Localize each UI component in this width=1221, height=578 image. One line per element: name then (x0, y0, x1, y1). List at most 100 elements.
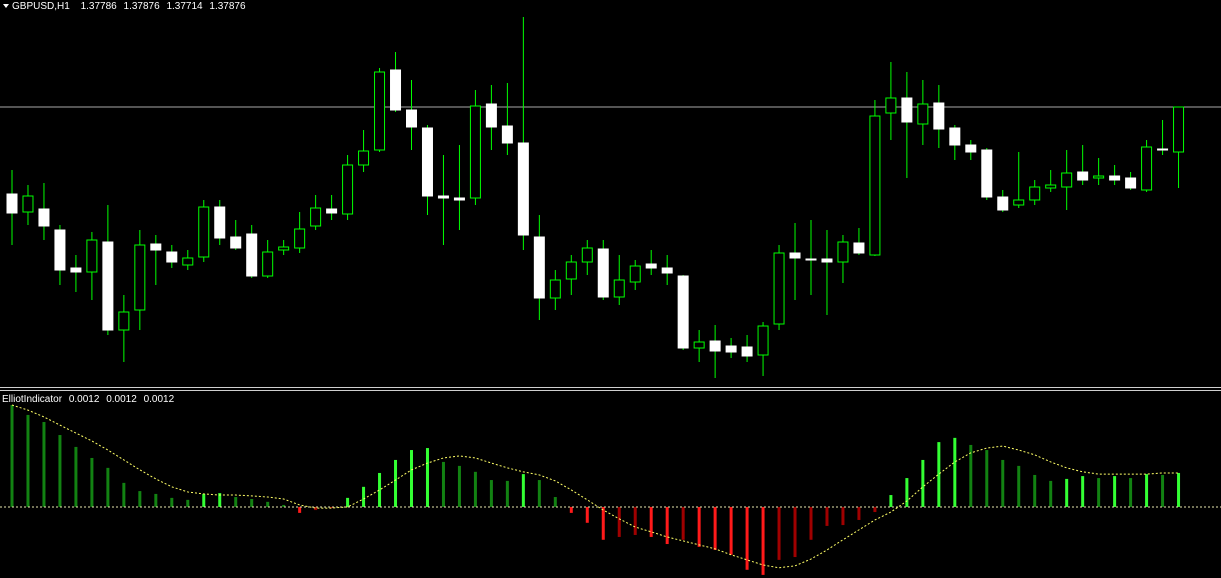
readout: 0.0012 (69, 394, 100, 405)
candle-body (358, 150, 370, 166)
histogram-bar (857, 506, 861, 520)
indicator-name: ElliotIndicator (2, 394, 63, 405)
histogram-bar (921, 459, 925, 507)
histogram-bar (425, 448, 429, 507)
candle-body (294, 228, 306, 249)
histogram-bar (905, 478, 909, 507)
candle-body (374, 71, 386, 151)
histogram-bar (729, 506, 733, 555)
histogram-bar (441, 461, 445, 507)
candle-body (437, 195, 449, 199)
candle-body (837, 241, 849, 263)
candle-body (1061, 172, 1073, 188)
candle-body (1125, 177, 1137, 189)
candle-body (805, 258, 817, 261)
histogram-bar (601, 506, 605, 540)
candle-body (86, 239, 98, 273)
candle-body (1173, 106, 1185, 153)
candle-body (469, 105, 481, 199)
histogram-bar (170, 497, 174, 507)
histogram-bar (873, 506, 877, 513)
candle-body (629, 265, 641, 283)
histogram-bar (186, 499, 190, 507)
histogram-bar (761, 506, 765, 575)
histogram-bar (1161, 474, 1165, 507)
candle-body (230, 236, 242, 249)
candle-body (533, 236, 545, 299)
candle-body (517, 142, 529, 236)
candle-body (22, 195, 34, 213)
candle-body (773, 252, 785, 325)
histogram-bar (330, 506, 334, 509)
candle-body (342, 164, 354, 215)
histogram-bar (234, 497, 238, 507)
candle-body (485, 103, 497, 128)
candle-body (421, 127, 433, 197)
candle-body (613, 279, 625, 298)
candle-body (1093, 175, 1105, 179)
histogram-bar (953, 437, 957, 507)
histogram-bar (106, 467, 110, 507)
histogram-bar (1113, 476, 1117, 507)
candle-body (501, 125, 513, 144)
histogram-bar (985, 450, 989, 507)
histogram-bar (26, 414, 30, 507)
histogram-bar (553, 497, 557, 507)
candle-body (6, 193, 18, 214)
histogram-bar (1145, 474, 1149, 507)
histogram-bar (10, 405, 14, 507)
candle-body (549, 279, 561, 299)
low-readout: 1.37714 (166, 1, 203, 12)
histogram-bar (969, 444, 973, 507)
candle-body (166, 251, 178, 263)
histogram-bar (74, 446, 78, 507)
candle-body (453, 197, 465, 201)
histogram-bar (410, 450, 413, 507)
candle-body (1109, 175, 1121, 181)
candle-body (917, 103, 929, 125)
candle-body (981, 149, 993, 198)
candle-body (246, 233, 258, 277)
histogram-bar (473, 471, 477, 507)
candle-body (853, 242, 865, 254)
histogram-bar (314, 506, 318, 511)
histogram-bar (649, 506, 653, 537)
price-pane (0, 17, 1221, 378)
signal-line (11, 404, 1179, 569)
candle-body (693, 341, 705, 349)
candle-body (54, 229, 66, 271)
candle-body (406, 109, 417, 128)
indicator-pane (0, 404, 1221, 575)
candle-body (262, 251, 274, 277)
candle-body (134, 244, 146, 311)
histogram-bar (42, 422, 46, 507)
candle-body (278, 246, 290, 251)
indicator-header: ElliotIndicator 0.0012 0.0012 0.0012 (2, 394, 175, 405)
candle-body (725, 345, 737, 353)
histogram-bar (346, 497, 350, 507)
histogram-bar (218, 493, 222, 507)
histogram-bar (505, 480, 509, 507)
candle-body (949, 127, 961, 146)
candle-body (310, 207, 322, 227)
candle-body (565, 261, 577, 280)
candle-body (581, 247, 593, 263)
histogram-bar (1065, 478, 1069, 507)
histogram-bar (1177, 472, 1181, 507)
high-readout: 1.37876 (124, 1, 161, 12)
candle-body (214, 206, 226, 239)
readout: 0.0012 (144, 394, 175, 405)
candle-body (789, 252, 801, 259)
candle-body (1029, 186, 1041, 201)
histogram-bar (154, 493, 158, 507)
histogram-bar (266, 501, 270, 507)
histogram-bar (122, 482, 126, 507)
histogram-bar (777, 506, 781, 560)
histogram-bar (841, 506, 845, 526)
histogram-bar (937, 442, 941, 507)
menu-triangle[interactable] (3, 4, 9, 8)
candle-body (933, 102, 945, 130)
histogram-bar (681, 506, 685, 540)
